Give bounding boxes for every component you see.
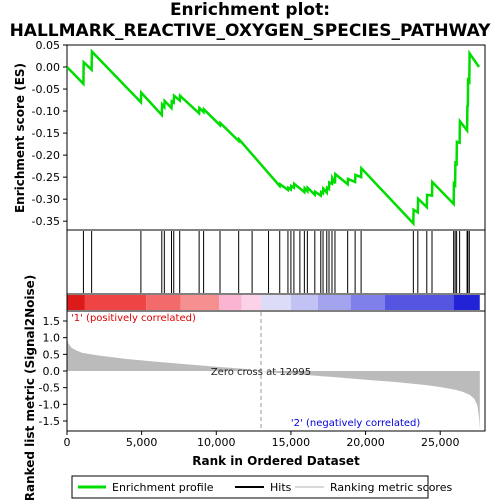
es-y-tick-label: 0.05 — [36, 39, 61, 52]
colorbar-segment — [146, 295, 181, 310]
chart-title: Enrichment plot: HALLMARK_REACTIVE_OXYGE… — [0, 0, 500, 42]
metric-y-tick-label: 0.0 — [43, 365, 61, 378]
colorbar-segment — [180, 295, 220, 310]
legend-label-ranking-metric: Ranking metric scores — [330, 481, 452, 494]
metric-y-tick-label: -1.0 — [39, 398, 60, 411]
colorbar-segment — [219, 295, 242, 310]
metric-y-tick-label: -0.5 — [39, 382, 60, 395]
ranked-list-colorbar — [67, 295, 480, 310]
es-y-tick-label: -0.30 — [32, 193, 60, 206]
es-panel: 0.05 0.00 -0.05 -0.10 -0.15 -0.20 -0.25 -0.30 -0… — [13, 39, 486, 231]
colorbar-segment — [384, 295, 454, 310]
es-y-tick-label: -0.15 — [32, 127, 60, 140]
es-y-tick-label: -0.35 — [32, 215, 60, 228]
colorbar-segment — [261, 295, 291, 310]
colorbar-segment — [350, 295, 385, 310]
colorbar-segment — [241, 295, 262, 310]
metric-x-tick-label: 5,000 — [126, 436, 158, 449]
hits-panel — [66, 229, 486, 312]
es-y-tick-label: -0.05 — [32, 83, 60, 96]
metric-x-tick-label: 25,000 — [421, 436, 460, 449]
title-line-2: HALLMARK_REACTIVE_OXYGEN_SPECIES_PATHWAY — [9, 21, 491, 41]
metric-y-tick-label: 0.5 — [43, 348, 61, 361]
es-y-tick-label: -0.25 — [32, 171, 60, 184]
metric-panel: Zero cross at 12995 '1' (positively corr… — [23, 275, 486, 500]
es-y-ticks: 0.05 0.00 -0.05 -0.10 -0.15 -0.20 -0.25 -0.30 -0… — [32, 39, 67, 228]
metric-y-ticks: 1.5 1.0 0.5 0.0 -0.5 -1.0 -1.5 — [39, 315, 67, 428]
colorbar-segment — [67, 295, 85, 310]
metric-y-tick-label: 1.5 — [43, 315, 61, 328]
x-axis-label: Rank in Ordered Dataset — [192, 454, 360, 468]
metric-area — [67, 337, 480, 430]
es-y-axis-label: Enrichment score (ES) — [13, 63, 27, 213]
legend: Enrichment profile Hits Ranking metric s… — [71, 475, 452, 499]
metric-y-axis-label: Ranked list metric (Signal2Noise) — [23, 275, 37, 500]
positive-correlation-label: '1' (positively correlated) — [71, 313, 196, 324]
zero-cross-label: Zero cross at 12995 — [211, 367, 311, 378]
metric-x-ticks: 0 5,000 10,000 15,000 20,000 25,000 — [64, 431, 460, 449]
metric-x-tick-label: 20,000 — [346, 436, 385, 449]
legend-label-hits: Hits — [270, 481, 292, 494]
metric-y-tick-label: 1.0 — [43, 332, 61, 345]
title-line-1: Enrichment plot: — [169, 0, 331, 20]
es-line — [66, 48, 481, 227]
colorbar-segment — [453, 295, 480, 310]
es-y-tick-label: 0.00 — [36, 61, 61, 74]
colorbar-segment — [317, 295, 351, 310]
metric-x-tick-label: 0 — [64, 436, 71, 449]
legend-label-enrichment-profile: Enrichment profile — [112, 481, 214, 494]
metric-x-tick-label: 10,000 — [197, 436, 236, 449]
colorbar-segment — [84, 295, 147, 310]
colorbar-segment — [290, 295, 318, 310]
negative-correlation-label: '2' (negatively correlated) — [291, 418, 420, 429]
es-y-tick-label: -0.20 — [32, 149, 60, 162]
metric-x-tick-label: 15,000 — [272, 436, 311, 449]
hits-panel-frame — [66, 229, 486, 295]
metric-y-tick-label: -1.5 — [39, 415, 60, 428]
es-y-tick-label: -0.10 — [32, 105, 60, 118]
hit-lines — [82, 231, 470, 293]
